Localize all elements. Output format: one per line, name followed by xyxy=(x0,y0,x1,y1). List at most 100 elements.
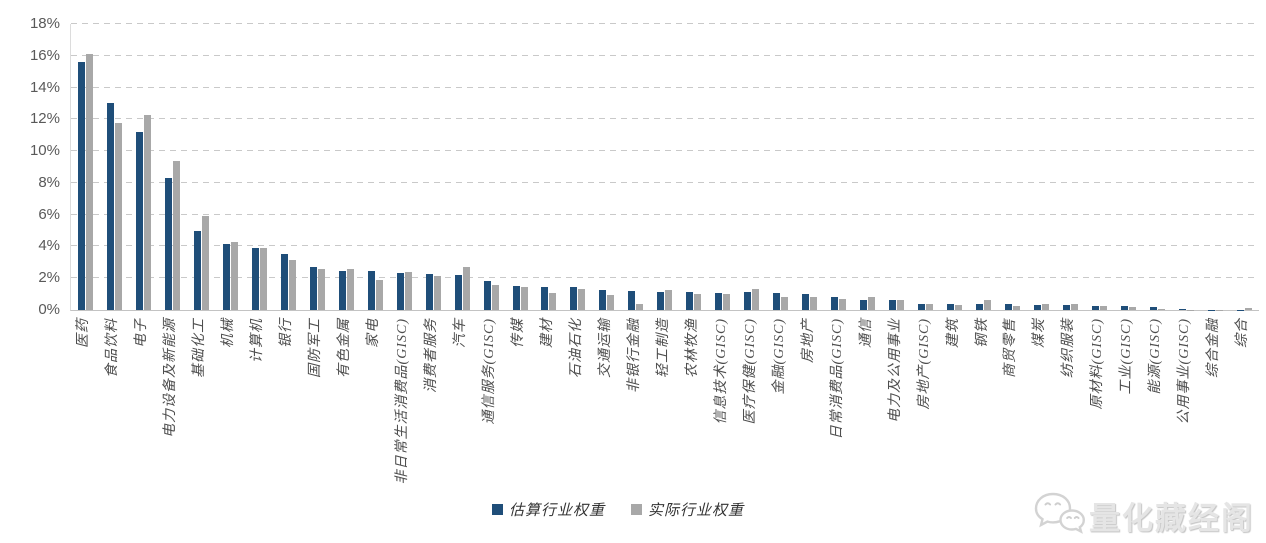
bar-group xyxy=(1230,24,1259,310)
bar-estimated xyxy=(135,132,143,310)
x-axis-label: 房地产 xyxy=(800,318,816,363)
x-axis-label: 机械 xyxy=(221,318,237,348)
x-axis-label: 煤炭 xyxy=(1032,318,1048,348)
bar-estimated xyxy=(280,253,288,310)
legend-item-actual: 实际行业权重 xyxy=(631,499,744,520)
bar-estimated xyxy=(338,271,346,310)
bar-actual xyxy=(375,279,383,310)
bar-group xyxy=(1027,24,1056,310)
x-axis-label-slot: 基础化工 xyxy=(186,313,215,499)
gridline xyxy=(71,245,1259,247)
x-axis-label: 家电 xyxy=(366,318,382,348)
bar-estimated xyxy=(541,286,549,310)
bar-group xyxy=(332,24,361,310)
legend-item-estimated: 估算行业权重 xyxy=(492,499,605,520)
x-axis-label: 日常消费品(GISC) xyxy=(829,318,845,440)
bar-actual xyxy=(665,290,673,310)
bar-estimated xyxy=(744,291,752,310)
bar-group xyxy=(679,24,708,310)
x-axis-label-slot: 金融(GISC) xyxy=(765,313,794,499)
x-axis-label-slot: 商贸零售 xyxy=(997,313,1026,499)
legend-swatch-estimated xyxy=(492,504,503,515)
bar-estimated xyxy=(657,291,665,310)
bar-group xyxy=(708,24,737,310)
x-axis-label: 电力设备及新能源 xyxy=(163,318,179,438)
bar-actual xyxy=(868,297,876,310)
bar-group xyxy=(71,24,100,310)
bar-actual xyxy=(288,259,296,310)
x-axis-label-slot: 计算机 xyxy=(244,313,273,499)
gridline xyxy=(71,213,1259,215)
x-axis-label-slot: 通信 xyxy=(852,313,881,499)
x-axis-label: 综合 xyxy=(1235,318,1251,348)
bar-group xyxy=(129,24,158,310)
bar-actual xyxy=(723,294,731,310)
x-axis-label-slot: 交通运输 xyxy=(591,313,620,499)
bar-group xyxy=(303,24,332,310)
bar-estimated xyxy=(367,271,375,310)
x-axis-label: 医药 xyxy=(76,318,92,348)
bar-group xyxy=(940,24,969,310)
x-axis-label: 传媒 xyxy=(511,318,527,348)
bar-actual xyxy=(1070,303,1078,310)
bar-estimated xyxy=(1091,305,1099,310)
x-axis-label: 纺织服装 xyxy=(1061,318,1077,378)
x-axis-label: 工业(GISC) xyxy=(1119,318,1135,395)
plot-area xyxy=(70,23,1259,311)
x-axis-label: 基础化工 xyxy=(192,318,208,378)
gridline xyxy=(71,277,1259,279)
bar-actual xyxy=(114,122,122,310)
x-axis-label: 交通运输 xyxy=(597,318,613,378)
bar-estimated xyxy=(918,303,926,310)
bar-estimated xyxy=(106,103,114,310)
bar-group xyxy=(1143,24,1172,310)
y-axis-label: 10% xyxy=(29,142,60,160)
bar-actual xyxy=(955,305,963,310)
x-axis-label: 金融(GISC) xyxy=(771,318,787,395)
bar-group xyxy=(216,24,245,310)
bar-group xyxy=(448,24,477,310)
wechat-icon xyxy=(1033,490,1086,541)
gridline xyxy=(71,86,1259,88)
bar-actual xyxy=(636,303,644,310)
x-axis-label-slot: 房地产(GISC) xyxy=(910,313,939,499)
bar-actual xyxy=(143,114,151,310)
x-axis-label-slot: 非银行金融 xyxy=(620,313,649,499)
bar-group xyxy=(274,24,303,310)
bar-actual xyxy=(85,54,93,310)
gridline xyxy=(71,118,1259,120)
bar-actual xyxy=(1012,306,1020,310)
bar-actual xyxy=(520,286,528,310)
x-axis-label: 非日常生活消费品(GISC) xyxy=(395,318,411,485)
x-axis-label: 建材 xyxy=(539,318,555,348)
x-axis-label-slot: 公用事业(GISC) xyxy=(1171,313,1200,499)
bar-group xyxy=(245,24,274,310)
x-axis-label: 石油石化 xyxy=(568,318,584,378)
x-axis-label-slot: 医药 xyxy=(70,313,99,499)
bar-group xyxy=(390,24,419,310)
x-axis-label-slot: 通信服务(GISC) xyxy=(476,313,505,499)
x-axis-label: 银行 xyxy=(279,318,295,348)
x-axis-label: 建筑 xyxy=(945,318,961,348)
bar-estimated xyxy=(512,286,520,310)
bar-estimated xyxy=(773,292,781,310)
x-axis-label-slot: 传媒 xyxy=(505,313,534,499)
bar-actual xyxy=(201,216,209,310)
x-axis-label-slot: 国防军工 xyxy=(302,313,331,499)
legend-label: 实际行业权重 xyxy=(648,503,745,519)
bar-estimated xyxy=(947,303,955,310)
bar-group xyxy=(1201,24,1230,310)
x-axis-label-slot: 机械 xyxy=(215,313,244,499)
bar-actual xyxy=(984,299,992,310)
y-axis-label: 4% xyxy=(38,237,60,255)
bar-actual xyxy=(1128,306,1136,310)
bar-estimated xyxy=(1033,305,1041,310)
bar-actual xyxy=(810,296,818,310)
x-axis-label-slot: 非日常生活消费品(GISC) xyxy=(389,313,418,499)
bar-estimated xyxy=(599,290,607,310)
bar-group xyxy=(737,24,766,310)
bar-actual xyxy=(897,300,905,310)
bar-actual xyxy=(578,289,586,310)
bar-group xyxy=(766,24,795,310)
